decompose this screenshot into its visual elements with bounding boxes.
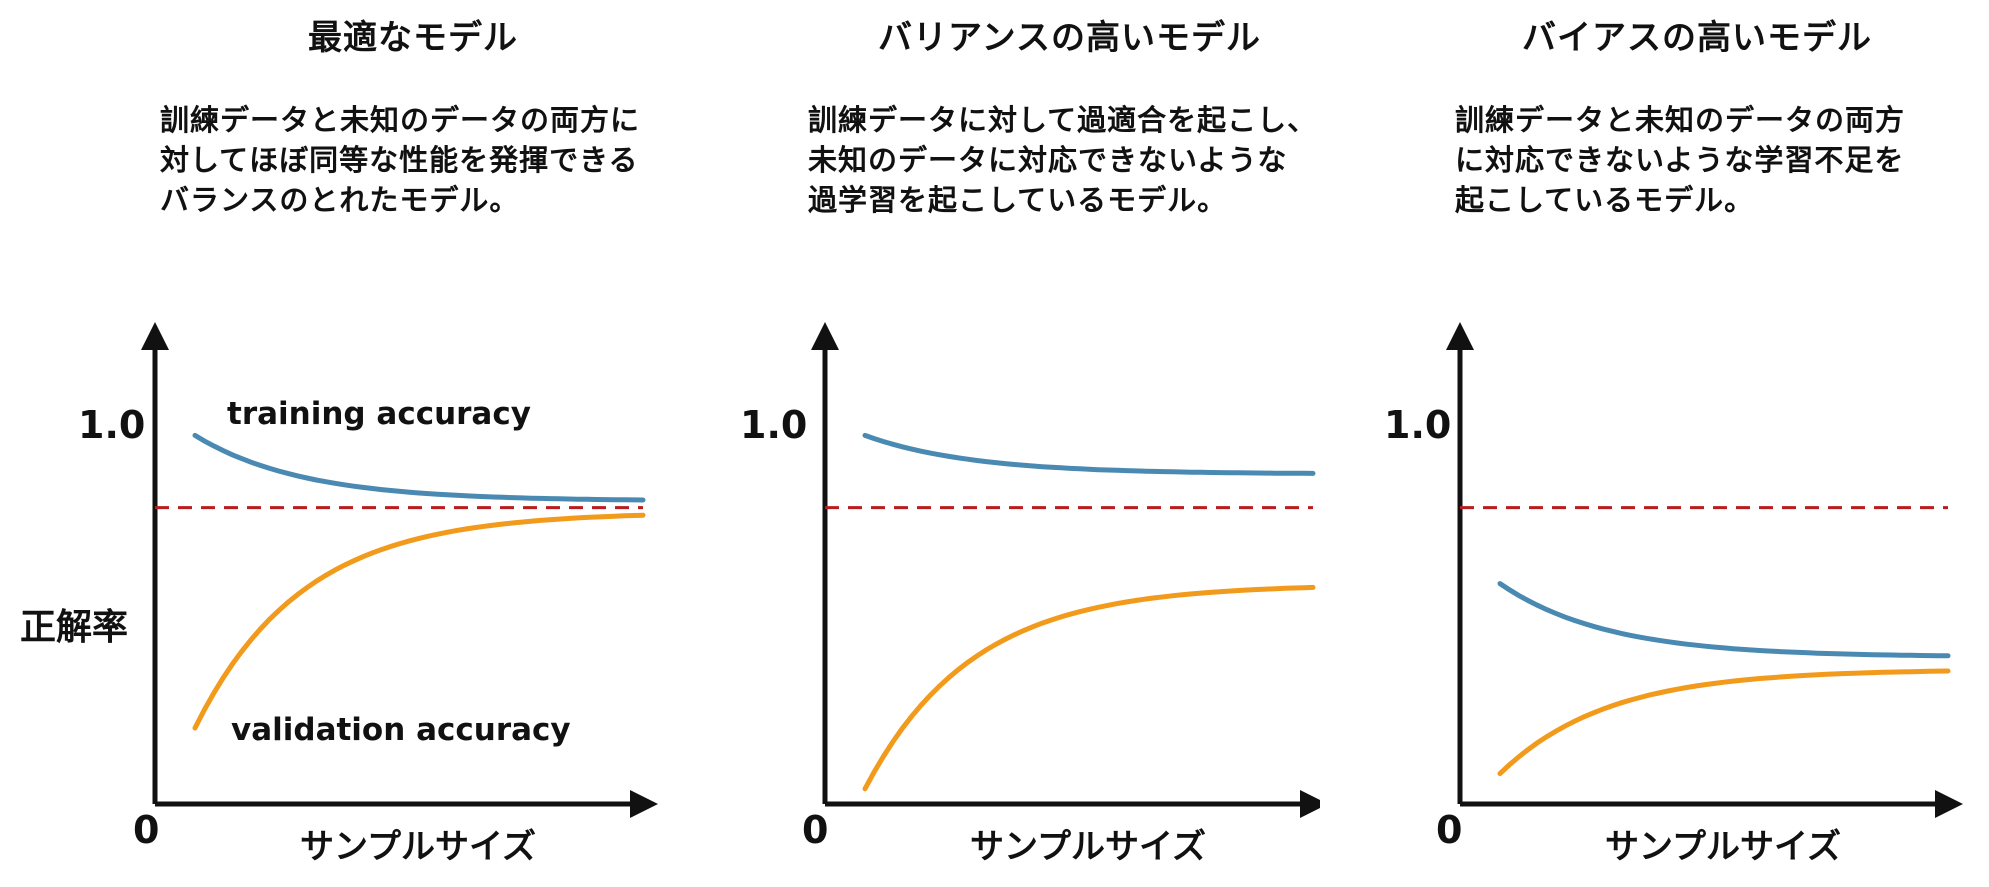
y-axis-arrow <box>811 322 839 350</box>
panel-high-bias: バイアスの高いモデル 訓練データと未知のデータの両方 に対応できないような学習不… <box>1320 0 1989 887</box>
training-accuracy-label: training accuracy <box>227 396 531 432</box>
x-axis-arrow <box>1935 790 1963 818</box>
panel-title: バイアスの高いモデル <box>1522 18 1872 58</box>
x-axis-arrow <box>630 790 658 818</box>
y-tick-1-0: 1.0 <box>1384 403 1451 447</box>
panel-title: バリアンスの高いモデル <box>878 18 1261 58</box>
origin-tick: 0 <box>802 808 828 852</box>
x-axis-label: サンプルサイズ <box>1605 827 1841 867</box>
validation-accuracy-label: validation accuracy <box>231 712 571 748</box>
training-accuracy-curve <box>862 432 1316 476</box>
y-axis-arrow <box>141 322 169 350</box>
panel-high-variance: バリアンスの高いモデル 訓練データに対して過適合を起こし、 未知のデータに対応で… <box>660 0 1320 887</box>
panel-optimal: 最適なモデル 訓練データと未知のデータの両方に 対してほぼ同等な性能を発揮できる… <box>0 0 660 887</box>
training-accuracy-curve <box>1497 581 1951 659</box>
x-axis-arrow <box>1300 790 1320 818</box>
learning-curve-plot: 1.0 0 サンプルサイズ <box>740 322 1320 867</box>
panel-description: 訓練データに対して過適合を起こし、 未知のデータに対応できないような 過学習を起… <box>808 103 1318 217</box>
panel-description: 訓練データと未知のデータの両方 に対応できないような学習不足を 起こしているモデ… <box>1455 103 1906 217</box>
learning-curve-plot: 1.0 0 サンプルサイズ training accuracy validati… <box>78 322 658 867</box>
y-axis-label: 正解率 <box>20 607 129 648</box>
x-axis-label: サンプルサイズ <box>300 827 536 867</box>
y-tick-1-0: 1.0 <box>78 403 145 447</box>
panel-title: 最適なモデル <box>308 18 518 58</box>
panel-description: 訓練データと未知のデータの両方に 対してほぼ同等な性能を発揮できる バランスのと… <box>160 103 641 217</box>
learning-curve-plot: 1.0 0 サンプルサイズ <box>1384 322 1963 867</box>
training-accuracy-curve <box>192 432 646 503</box>
validation-accuracy-curve <box>862 584 1316 792</box>
validation-accuracy-curve <box>1497 668 1951 777</box>
y-tick-1-0: 1.0 <box>740 403 807 447</box>
origin-tick: 0 <box>133 808 159 852</box>
y-axis-arrow <box>1446 322 1474 350</box>
origin-tick: 0 <box>1436 808 1462 852</box>
x-axis-label: サンプルサイズ <box>970 827 1206 867</box>
validation-accuracy-curve <box>192 512 646 731</box>
